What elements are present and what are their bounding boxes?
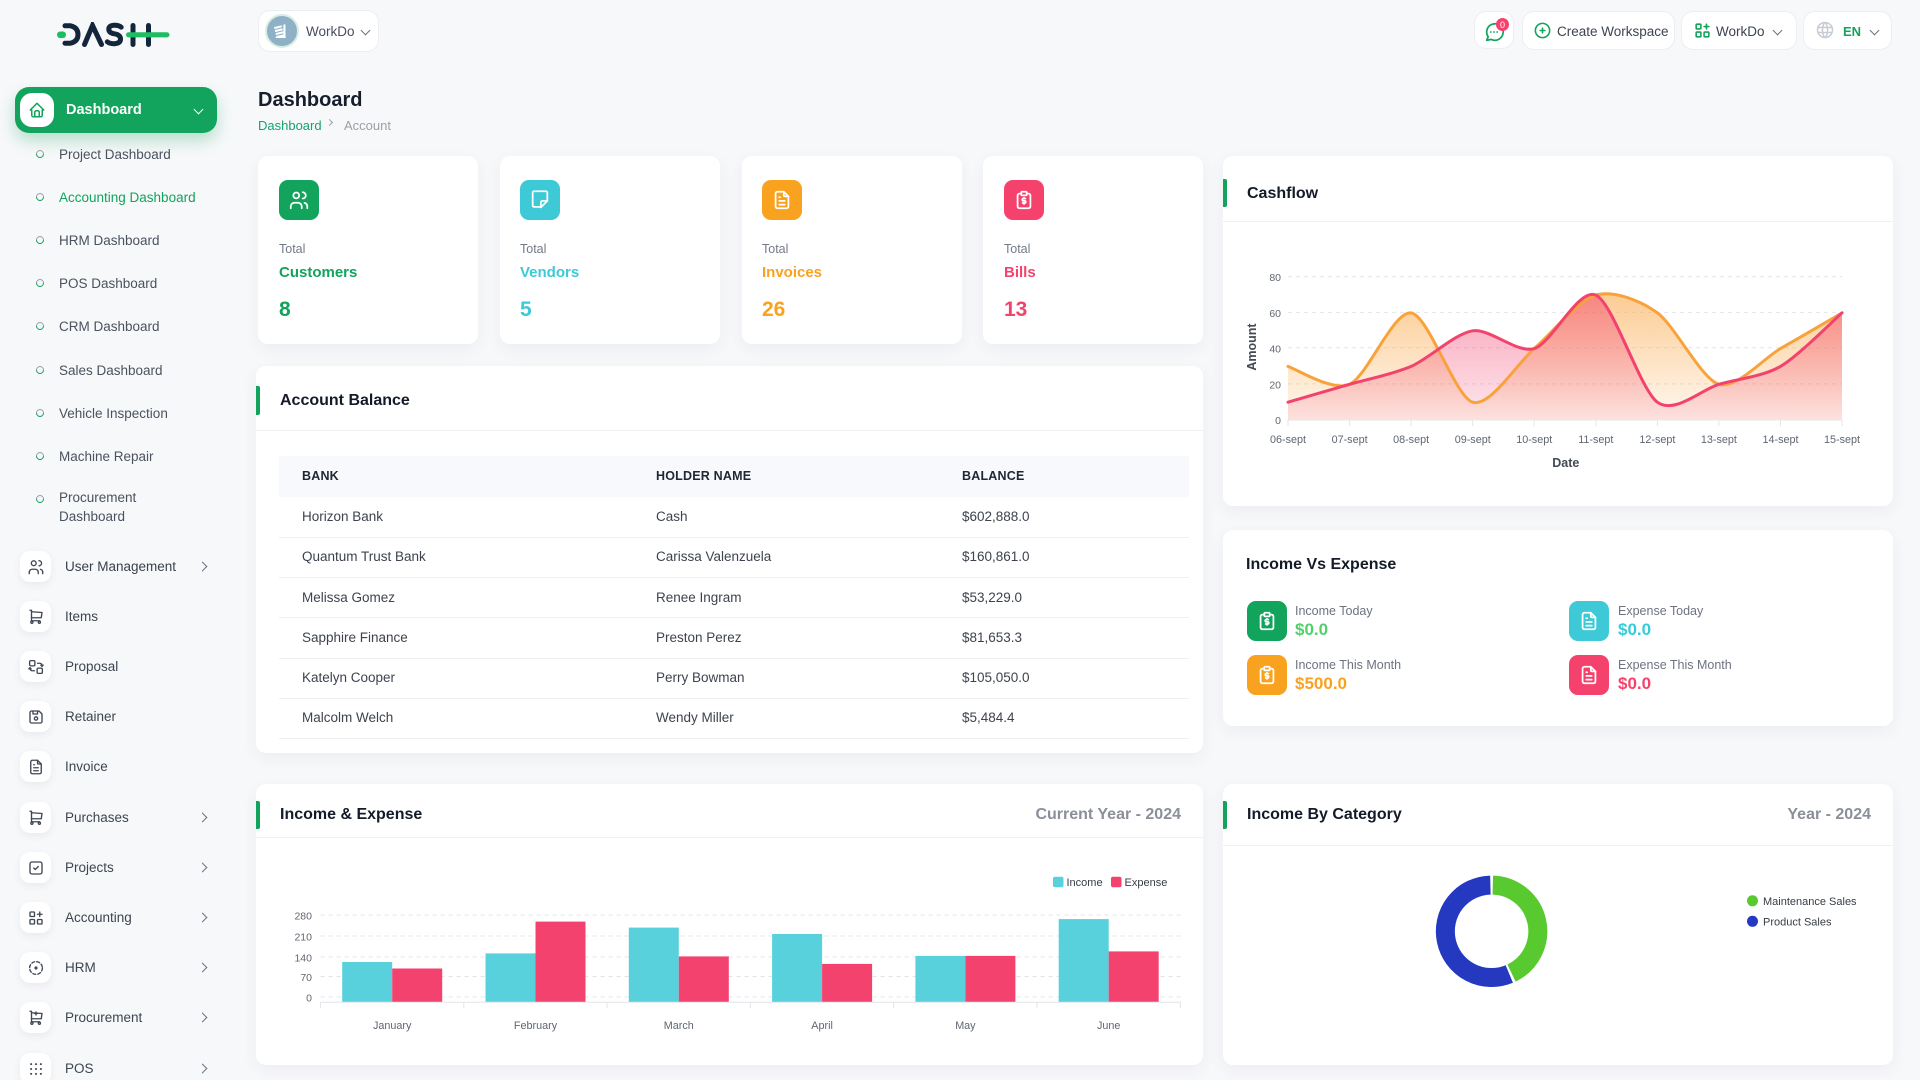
svg-text:Product Sales: Product Sales <box>1763 916 1832 928</box>
svg-text:40: 40 <box>1269 344 1281 356</box>
svg-text:60: 60 <box>1269 308 1281 320</box>
svg-text:13-sept: 13-sept <box>1701 434 1737 446</box>
svg-text:08-sept: 08-sept <box>1393 434 1429 446</box>
svg-text:Maintenance Sales: Maintenance Sales <box>1763 896 1857 908</box>
svg-text:07-sept: 07-sept <box>1332 434 1368 446</box>
svg-text:06-sept: 06-sept <box>1270 434 1306 446</box>
svg-text:0: 0 <box>306 993 312 1005</box>
svg-text:0: 0 <box>1275 415 1281 427</box>
svg-text:Income: Income <box>1067 877 1103 889</box>
svg-text:20: 20 <box>1269 380 1281 392</box>
svg-text:10-sept: 10-sept <box>1516 434 1552 446</box>
svg-text:70: 70 <box>300 972 312 984</box>
svg-text:11-sept: 11-sept <box>1578 434 1613 446</box>
svg-text:April: April <box>811 1020 833 1032</box>
svg-text:14-sept: 14-sept <box>1762 434 1798 446</box>
svg-text:Date: Date <box>1552 456 1579 470</box>
svg-text:March: March <box>664 1020 694 1032</box>
svg-text:80: 80 <box>1269 272 1281 284</box>
svg-text:January: January <box>373 1020 412 1032</box>
svg-text:February: February <box>514 1020 558 1032</box>
svg-text:June: June <box>1097 1020 1120 1032</box>
svg-text:May: May <box>955 1020 976 1032</box>
svg-text:12-sept: 12-sept <box>1639 434 1675 446</box>
svg-text:210: 210 <box>294 932 312 944</box>
svg-text:Expense: Expense <box>1125 877 1168 889</box>
svg-text:280: 280 <box>294 911 312 923</box>
svg-text:140: 140 <box>294 953 312 965</box>
svg-text:09-sept: 09-sept <box>1455 434 1491 446</box>
svg-text:Amount: Amount <box>1245 323 1259 371</box>
svg-text:15-sept: 15-sept <box>1824 434 1860 446</box>
